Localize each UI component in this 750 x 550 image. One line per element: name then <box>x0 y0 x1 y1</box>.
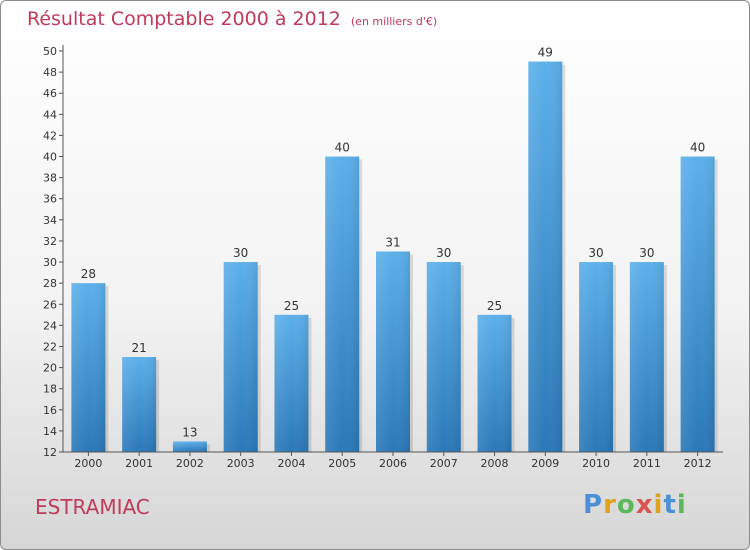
proxiti-logo: Proxiti <box>583 490 687 520</box>
y-tick-label: 40 <box>43 151 57 164</box>
bar-value-label: 30 <box>639 246 654 260</box>
bar-value-label: 49 <box>538 46 553 60</box>
y-tick-label: 24 <box>43 319 57 332</box>
bar <box>71 283 109 452</box>
bar-highlight <box>325 156 360 453</box>
x-tick-label: 2007 <box>430 457 458 470</box>
y-tick-label: 16 <box>43 404 57 417</box>
bar <box>426 262 464 452</box>
bar-value-label: 28 <box>81 267 96 281</box>
y-tick-label: 12 <box>43 446 57 459</box>
bar-highlight <box>172 441 207 452</box>
y-tick-label: 14 <box>43 425 57 438</box>
x-tick-label: 2005 <box>328 457 356 470</box>
bar <box>274 314 312 452</box>
bar-value-label: 25 <box>284 299 299 313</box>
x-tick-label: 2008 <box>481 457 509 470</box>
y-tick-label: 22 <box>43 340 57 353</box>
bar-value-label: 30 <box>436 246 451 260</box>
y-tick-label: 28 <box>43 277 57 290</box>
bar-highlight <box>579 262 614 452</box>
y-tick-label: 18 <box>43 383 57 396</box>
y-tick-label: 44 <box>43 108 57 121</box>
bar-highlight <box>680 156 715 453</box>
bar-value-label: 13 <box>182 425 197 439</box>
chart-title: Résultat Comptable 2000 à 2012 <box>27 8 341 30</box>
bar-highlight <box>528 61 563 452</box>
x-tick-label: 2006 <box>379 457 407 470</box>
bar <box>629 262 667 452</box>
x-tick-label: 2011 <box>633 457 661 470</box>
bar-value-label: 30 <box>588 246 603 260</box>
x-tick-label: 2012 <box>684 457 712 470</box>
y-tick-label: 38 <box>43 172 57 185</box>
bar <box>325 156 363 453</box>
bar-value-label: 31 <box>385 236 400 250</box>
y-tick-label: 48 <box>43 66 57 79</box>
logo-letter: t <box>663 490 677 520</box>
bar-value-label: 40 <box>335 141 350 155</box>
bar <box>477 314 515 452</box>
bar-highlight <box>477 314 512 452</box>
y-tick-label: 50 <box>43 45 57 58</box>
title-row: Résultat Comptable 2000 à 2012 (en millie… <box>27 8 437 30</box>
bar-highlight <box>274 314 309 452</box>
x-tick-label: 2002 <box>176 457 204 470</box>
logo-letter: P <box>583 490 604 520</box>
bar <box>579 262 617 452</box>
y-tick-label: 34 <box>43 214 57 227</box>
bar <box>376 251 413 452</box>
bar-highlight <box>71 283 106 452</box>
y-tick-label: 20 <box>43 362 57 375</box>
x-tick-label: 2009 <box>531 457 559 470</box>
bar <box>122 357 160 452</box>
logo-letter: o <box>616 490 636 520</box>
bar-value-label: 21 <box>132 341 147 355</box>
x-tick-label: 2004 <box>277 457 305 470</box>
chart-subtitle: (en milliers d'€) <box>350 15 438 28</box>
bar <box>680 156 718 453</box>
logo-letter: i <box>676 490 687 520</box>
bar-value-label: 25 <box>487 299 502 313</box>
x-tick-label: 2010 <box>582 457 610 470</box>
bar-value-label: 30 <box>233 246 248 260</box>
bar <box>172 441 210 452</box>
bar-highlight <box>629 262 664 452</box>
x-tick-label: 2000 <box>74 457 102 470</box>
logo-letter: i <box>653 490 664 520</box>
y-tick-label: 46 <box>43 87 57 100</box>
bar <box>528 61 566 453</box>
bar-highlight <box>223 262 258 452</box>
y-tick-label: 42 <box>43 129 57 142</box>
logo-letter: r <box>603 490 617 520</box>
x-tick-label: 2003 <box>227 457 255 470</box>
bar-highlight <box>376 251 410 452</box>
y-tick-label: 32 <box>43 235 57 248</box>
bar-highlight <box>122 357 157 452</box>
y-tick-label: 26 <box>43 298 57 311</box>
bar-value-label: 40 <box>690 141 705 155</box>
bar-highlight <box>426 262 461 452</box>
y-tick-label: 36 <box>43 193 57 206</box>
logo-letter: x <box>635 490 654 520</box>
x-tick-label: 2001 <box>125 457 153 470</box>
commune-name: ESTRAMIAC <box>35 495 150 519</box>
bar <box>223 262 261 452</box>
y-tick-label: 30 <box>43 256 57 269</box>
